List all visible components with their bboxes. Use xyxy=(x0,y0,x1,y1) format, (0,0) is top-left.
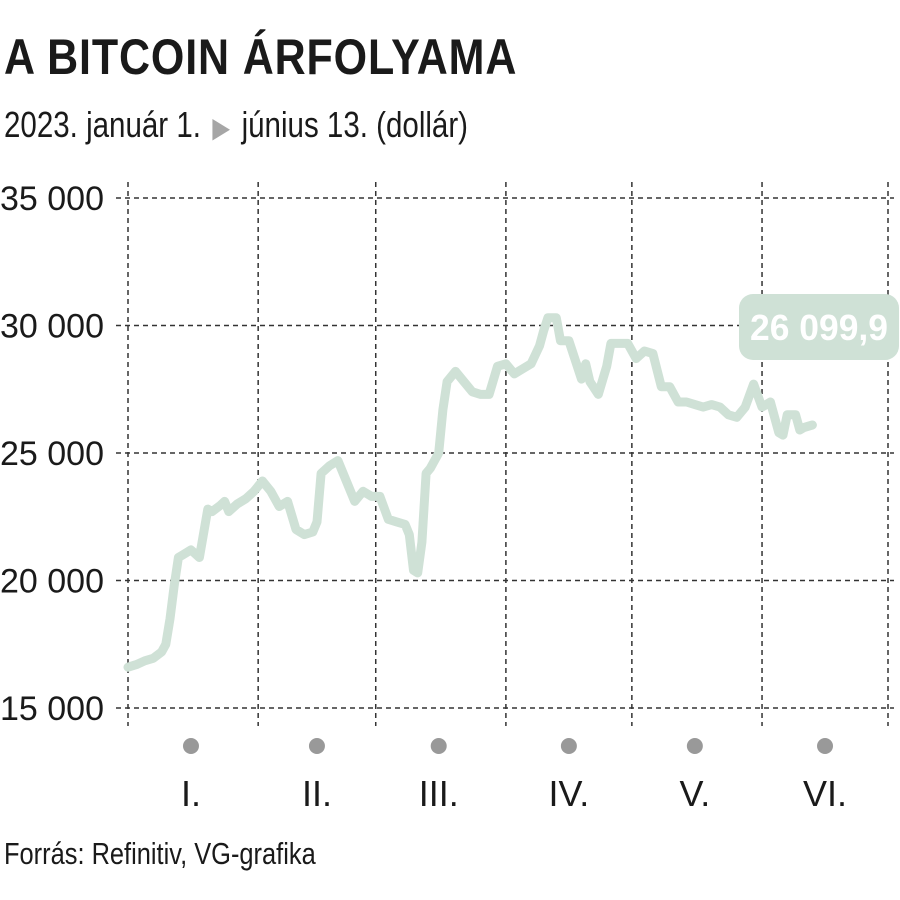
end-label-box xyxy=(739,294,899,360)
month-dot xyxy=(817,738,834,754)
month-label: II. xyxy=(302,773,332,814)
y-tick-label: 25 000 xyxy=(0,435,104,473)
y-tick-label: 15 000 xyxy=(0,690,104,728)
month-label: VI. xyxy=(803,773,847,814)
chart-grid xyxy=(116,182,894,726)
y-tick-label: 30 000 xyxy=(0,308,104,346)
price-line xyxy=(123,313,817,672)
month-dot xyxy=(308,738,325,754)
end-value-label: 26 099,9 xyxy=(739,294,899,360)
month-label: IV. xyxy=(549,773,590,814)
month-dot xyxy=(560,738,577,754)
line-chart: 15 000 20 000 25 000 30 000 35 000 I. II. III.… xyxy=(0,180,899,814)
source-note: Forrás: Refinitiv, VG-grafika xyxy=(4,836,316,871)
month-dot xyxy=(182,738,199,754)
month-label: III. xyxy=(419,773,459,814)
x-axis-month-labels: I. II. III. IV. V. VI. xyxy=(181,738,847,814)
subtitle-start-date: 2023. január 1. xyxy=(4,104,201,145)
y-axis-tick-labels: 15 000 20 000 25 000 30 000 35 000 xyxy=(0,180,104,728)
end-label-text: 26 099,9 xyxy=(750,307,888,348)
chart-subtitle: 2023. január 1. ▶ június 13. (dollár) xyxy=(4,104,468,146)
chart-title: A BITCOIN ÁRFOLYAMA xyxy=(4,29,518,85)
subtitle-end-date: június 13. (dollár) xyxy=(241,104,469,145)
y-tick-label: 20 000 xyxy=(0,563,104,601)
play-arrow-icon: ▶ xyxy=(212,112,231,143)
price-series xyxy=(123,313,817,672)
month-label: V. xyxy=(679,773,710,814)
month-dot xyxy=(430,738,447,754)
month-dot xyxy=(686,738,703,754)
month-label: I. xyxy=(181,773,201,814)
y-tick-label: 35 000 xyxy=(0,180,104,218)
